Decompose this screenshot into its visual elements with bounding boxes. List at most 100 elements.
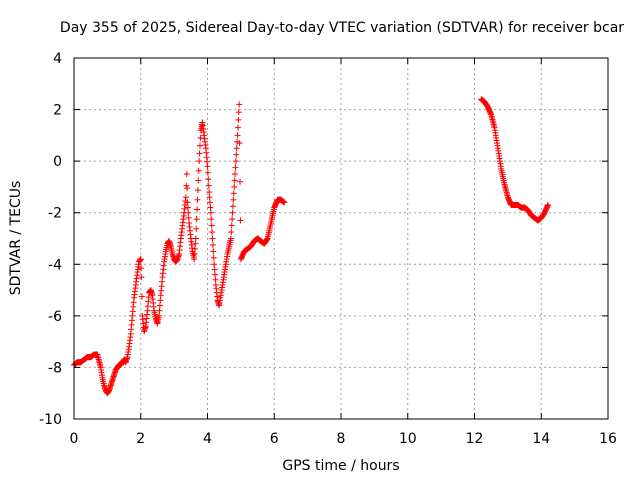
data-point bbox=[156, 307, 163, 314]
data-point bbox=[205, 182, 212, 189]
x-tick-label: 14 bbox=[532, 431, 550, 447]
data-point bbox=[184, 204, 191, 211]
y-tick-label: 4 bbox=[53, 51, 62, 67]
data-point bbox=[207, 204, 214, 211]
data-point bbox=[205, 176, 212, 183]
data-point bbox=[209, 241, 216, 248]
x-tick-label: 12 bbox=[466, 431, 484, 447]
data-point bbox=[195, 167, 202, 174]
data-point bbox=[210, 254, 217, 261]
data-point bbox=[191, 250, 198, 257]
data-point bbox=[138, 274, 145, 281]
x-tick-label: 4 bbox=[203, 431, 212, 447]
data-point bbox=[229, 203, 236, 210]
data-point bbox=[191, 245, 198, 252]
data-point bbox=[235, 116, 242, 123]
data-point bbox=[196, 150, 203, 157]
data-point bbox=[212, 271, 219, 278]
data-point bbox=[208, 216, 215, 223]
data-point bbox=[232, 171, 239, 178]
data-point bbox=[193, 216, 200, 223]
axis-ticks: 0 2 4 6 8 10 12 14 16 -10 -8 -6 -4 -2 0 2 4 bbox=[39, 51, 617, 447]
x-axis-label: GPS time / hours bbox=[282, 458, 399, 474]
x-tick-label: 8 bbox=[337, 431, 346, 447]
data-point bbox=[207, 199, 214, 206]
data-point bbox=[194, 206, 201, 213]
data-point bbox=[544, 201, 551, 208]
data-point bbox=[229, 216, 236, 223]
data-point bbox=[232, 164, 239, 171]
data-point bbox=[192, 240, 199, 247]
data-point bbox=[232, 158, 239, 165]
data-point bbox=[185, 214, 192, 221]
data-point bbox=[204, 169, 211, 176]
y-tick-label: -8 bbox=[48, 360, 62, 376]
y-tick-label: -2 bbox=[48, 206, 62, 222]
data-point bbox=[192, 235, 199, 242]
data-point bbox=[207, 209, 214, 216]
chart-title: Day 355 of 2025, Sidereal Day-to-day VTE… bbox=[60, 20, 624, 36]
data-point bbox=[211, 261, 218, 268]
data-point bbox=[184, 185, 191, 192]
data-point bbox=[231, 177, 238, 184]
data-point bbox=[206, 194, 213, 201]
data-points bbox=[71, 96, 551, 397]
data-point bbox=[194, 187, 201, 194]
y-tick-label: -10 bbox=[39, 412, 62, 428]
data-point bbox=[156, 302, 163, 309]
data-point bbox=[234, 132, 241, 139]
data-point bbox=[231, 183, 238, 190]
data-point bbox=[182, 194, 189, 201]
data-point bbox=[233, 151, 240, 158]
data-point bbox=[237, 178, 244, 185]
data-point bbox=[208, 222, 215, 229]
x-tick-label: 16 bbox=[599, 431, 617, 447]
data-point bbox=[195, 177, 202, 184]
y-tick-label: -6 bbox=[48, 309, 62, 325]
data-point bbox=[234, 138, 241, 145]
data-point bbox=[210, 248, 217, 255]
data-point bbox=[194, 196, 201, 203]
data-point bbox=[137, 256, 144, 263]
data-point bbox=[206, 189, 213, 196]
data-point bbox=[209, 235, 216, 242]
y-tick-label: -4 bbox=[48, 257, 62, 273]
data-point bbox=[193, 225, 200, 232]
x-tick-label: 6 bbox=[270, 431, 279, 447]
data-point bbox=[209, 229, 216, 236]
y-tick-label: 2 bbox=[53, 103, 62, 119]
y-tick-label: 0 bbox=[53, 154, 62, 170]
data-point bbox=[228, 222, 235, 229]
data-point bbox=[233, 145, 240, 152]
data-point bbox=[236, 140, 243, 147]
data-point bbox=[185, 209, 192, 216]
data-point bbox=[230, 190, 237, 197]
data-point bbox=[234, 124, 241, 131]
grid bbox=[74, 58, 608, 419]
y-axis-label: SDTVAR / TECUs bbox=[8, 181, 24, 296]
data-point bbox=[196, 142, 203, 149]
x-tick-label: 10 bbox=[399, 431, 417, 447]
data-point bbox=[227, 235, 234, 242]
data-point bbox=[212, 276, 219, 283]
data-point bbox=[235, 109, 242, 116]
data-point bbox=[183, 171, 190, 178]
data-point bbox=[184, 199, 191, 206]
data-point bbox=[236, 101, 243, 108]
data-point bbox=[230, 196, 237, 203]
x-tick-label: 0 bbox=[70, 431, 79, 447]
data-point bbox=[281, 199, 288, 206]
data-point bbox=[237, 217, 244, 224]
data-point bbox=[204, 163, 211, 170]
x-tick-label: 2 bbox=[136, 431, 145, 447]
data-point bbox=[183, 182, 190, 189]
data-point bbox=[228, 229, 235, 236]
data-point bbox=[138, 293, 145, 300]
data-point bbox=[157, 297, 164, 304]
data-point bbox=[196, 158, 203, 165]
data-point bbox=[191, 256, 198, 263]
data-point bbox=[138, 265, 145, 272]
data-point bbox=[156, 312, 163, 319]
data-point bbox=[197, 134, 204, 141]
